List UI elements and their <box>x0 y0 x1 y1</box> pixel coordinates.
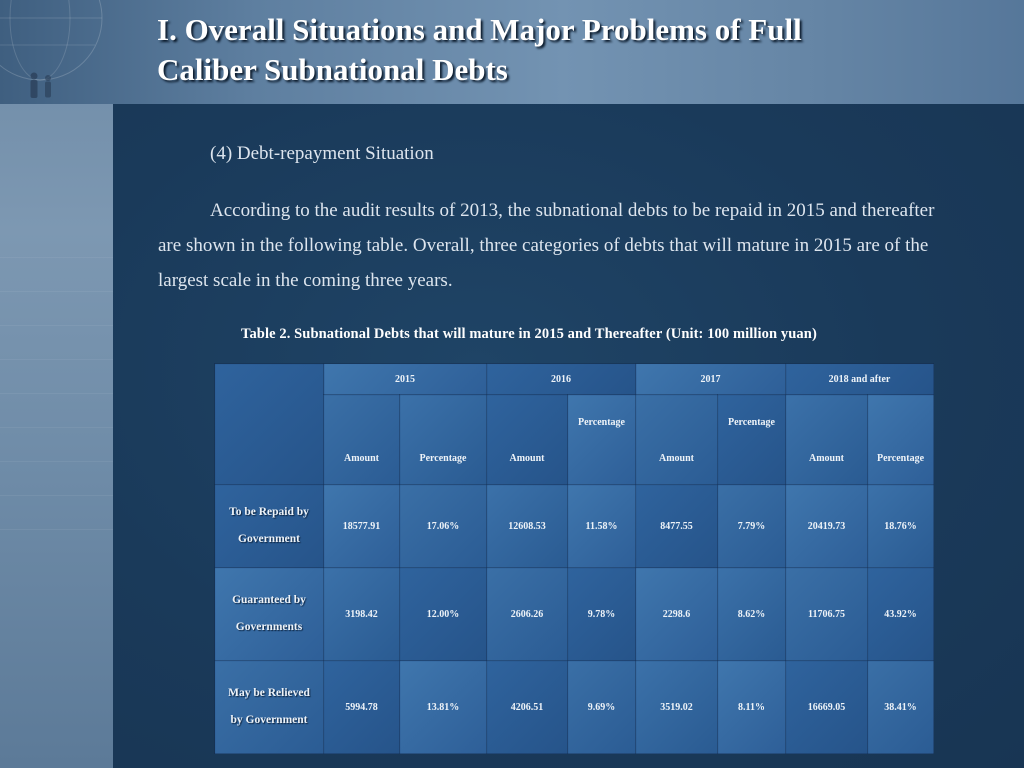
row-label: May be Relieved by Government <box>214 660 324 754</box>
table-cell: 2606.26 <box>486 567 568 661</box>
table-cell: 13.81% <box>399 660 487 754</box>
subheader-row: Amount Percentage Amount Percentage Amou… <box>215 394 935 485</box>
body-paragraph: According to the audit results of 2013, … <box>158 200 935 291</box>
row-label: Guaranteed by Governments <box>214 567 324 661</box>
table-cell: 5994.78 <box>323 660 400 754</box>
table-cell: 8477.55 <box>635 484 718 568</box>
corner-cell <box>214 363 324 485</box>
table-row: To be Repaid by Government 18577.91 17.0… <box>214 484 935 568</box>
year-header: 2015 <box>323 363 487 395</box>
column-header: Percentage <box>399 394 487 485</box>
column-header: Percentage <box>717 394 786 485</box>
year-header: 2018 and after <box>784 363 935 395</box>
table-cell: 7.79% <box>717 484 786 568</box>
column-header: Amount <box>785 394 868 485</box>
debt-table: 2015 2016 2017 2018 and after Amount Per… <box>214 363 935 754</box>
header-band <box>0 0 1024 104</box>
table-cell: 9.78% <box>567 567 636 661</box>
slide-title: I. Overall Situations and Major Problems… <box>157 10 997 90</box>
table-cell: 8.11% <box>717 660 786 754</box>
column-header: Percentage <box>866 394 935 485</box>
table-cell: 20419.73 <box>785 484 868 568</box>
table-row: May be Relieved by Government 5994.78 13… <box>214 660 935 754</box>
table-row: Guaranteed by Governments 3198.42 12.00%… <box>214 567 935 661</box>
title-line-2: Caliber Subnational Debts <box>157 52 508 87</box>
year-header: 2017 <box>635 363 786 395</box>
column-header: Amount <box>486 394 568 485</box>
column-header: Amount <box>635 394 718 485</box>
year-header: 2016 <box>486 363 636 395</box>
table-cell: 3198.42 <box>323 567 400 661</box>
table-cell: 2298.6 <box>635 567 718 661</box>
table-cell: 11706.75 <box>785 567 868 661</box>
table-cell: 3519.02 <box>635 660 718 754</box>
table-cell: 4206.51 <box>486 660 568 754</box>
table-cell: 12.00% <box>399 567 487 661</box>
section-subheading: (4) Debt-repayment Situation <box>210 143 434 164</box>
table-cell: 16669.05 <box>785 660 868 754</box>
table-cell: 17.06% <box>399 484 487 568</box>
year-header-row: 2015 2016 2017 2018 and after <box>214 363 935 485</box>
globe-graphic <box>0 0 103 81</box>
row-label: To be Repaid by Government <box>214 484 324 568</box>
table-caption: Table 2. Subnational Debts that will mat… <box>241 326 817 342</box>
table-cell: 11.58% <box>567 484 636 568</box>
table-cell: 9.69% <box>567 660 636 754</box>
left-decorative-strip <box>0 0 113 768</box>
table-cell: 38.41% <box>866 660 935 754</box>
table-cell: 43.92% <box>866 567 935 661</box>
table-cell: 18.76% <box>866 484 935 568</box>
column-header: Amount <box>323 394 400 485</box>
table-cell: 18577.91 <box>323 484 400 568</box>
column-header: Percentage <box>567 394 636 485</box>
table-cell: 12608.53 <box>486 484 568 568</box>
title-line-1: I. Overall Situations and Major Problems… <box>157 12 802 47</box>
table-cell: 8.62% <box>717 567 786 661</box>
people-silhouette-icon <box>30 72 51 98</box>
